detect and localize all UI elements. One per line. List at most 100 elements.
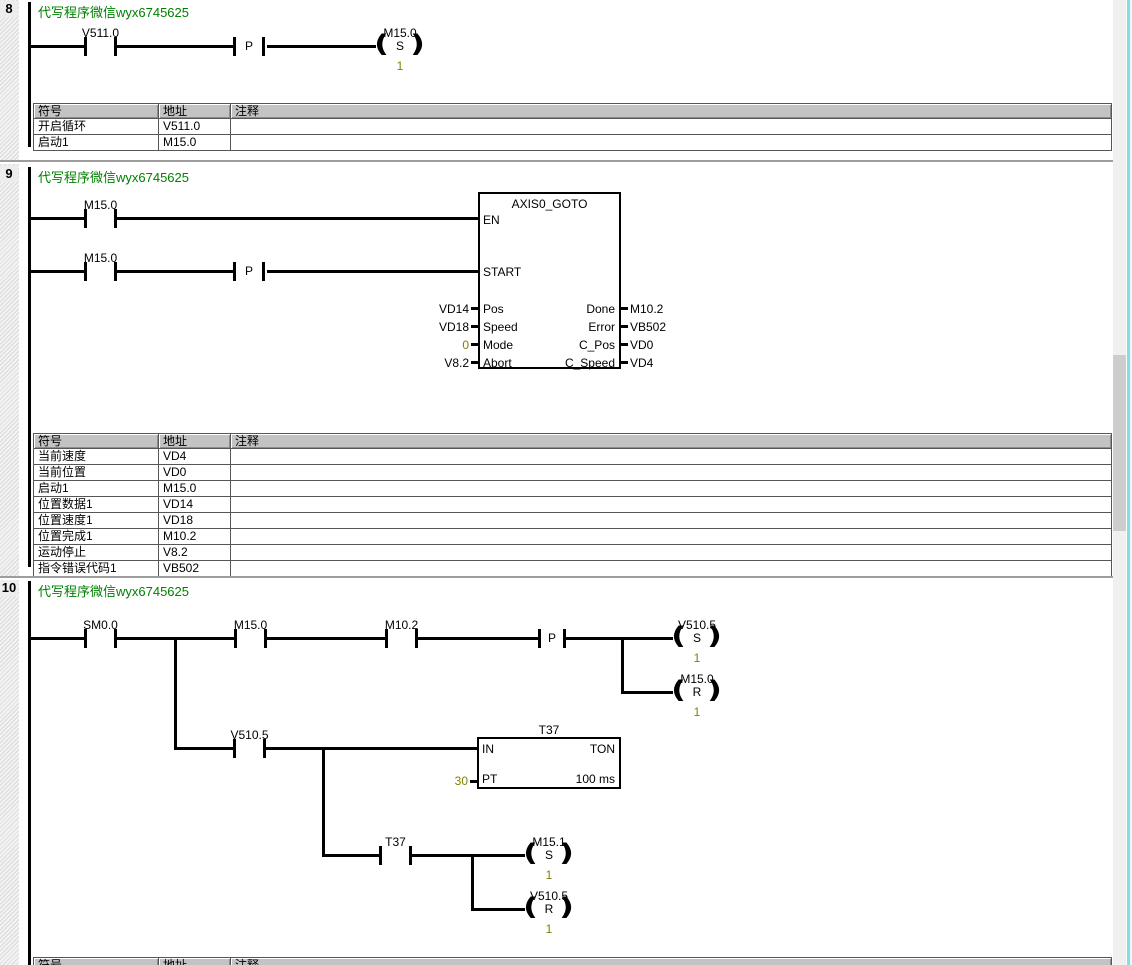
positive-edge-contact[interactable]: P xyxy=(233,26,265,72)
address-cell[interactable]: M10.2 xyxy=(159,529,231,544)
address-cell[interactable]: V511.0 xyxy=(159,119,231,134)
block-output-value[interactable]: VD0 xyxy=(630,338,654,352)
header-cell[interactable]: 地址 xyxy=(159,434,231,448)
coil-operand: V510.5 xyxy=(677,618,717,632)
no-contact[interactable]: M15.0 xyxy=(84,251,117,297)
comment-cell[interactable] xyxy=(231,481,1111,496)
network-number[interactable]: 9 xyxy=(0,166,18,182)
block-input-value[interactable]: V8.2 xyxy=(444,356,469,370)
timer-pt-value[interactable]: 30 xyxy=(454,774,468,788)
symbol-cell[interactable]: 位置数据1 xyxy=(34,497,159,512)
comment-cell[interactable] xyxy=(231,497,1111,512)
symbol-cell[interactable]: 启动1 xyxy=(34,135,159,150)
wire xyxy=(325,854,379,857)
address-cell[interactable]: VD0 xyxy=(159,465,231,480)
table-row: 位置速度1 VD18 xyxy=(34,512,1111,528)
header-cell[interactable]: 符号 xyxy=(34,434,159,448)
edge-letter: P xyxy=(244,39,253,53)
network-title[interactable]: 代写程序微信wyx6745625 xyxy=(38,5,189,20)
set-coil[interactable]: V510.5 ( ) S 1 xyxy=(671,618,722,670)
no-contact[interactable]: V511.0 xyxy=(81,26,120,72)
comment-cell[interactable] xyxy=(231,513,1111,528)
address-cell[interactable]: M15.0 xyxy=(159,135,231,150)
symbol-cell[interactable]: 当前速度 xyxy=(34,449,159,464)
timer-pin-pt: PT xyxy=(482,772,498,786)
comment-cell[interactable] xyxy=(231,529,1111,544)
ton-timer-block[interactable]: IN TON PT 100 ms xyxy=(477,737,621,789)
comment-cell[interactable] xyxy=(231,449,1111,464)
coil-left-arc: ( xyxy=(671,622,686,650)
set-coil[interactable]: M15.1 ( ) S 1 xyxy=(523,835,574,887)
block-input-value[interactable]: VD14 xyxy=(438,302,469,316)
coil-left-arc: ( xyxy=(523,839,538,867)
comment-cell[interactable] xyxy=(231,119,1111,134)
symbol-cell[interactable]: 当前位置 xyxy=(34,465,159,480)
vertical-scrollbar-thumb[interactable] xyxy=(1113,355,1126,531)
block-pin-cspeed: C_Speed xyxy=(564,356,615,370)
coil-left-arc: ( xyxy=(671,676,686,704)
table-row: 启动1 M15.0 xyxy=(34,134,1111,150)
block-input-value[interactable]: VD18 xyxy=(438,320,469,334)
no-contact[interactable]: M10.2 xyxy=(385,618,418,664)
comment-cell[interactable] xyxy=(231,561,1111,576)
header-cell[interactable]: 注释 xyxy=(231,104,1111,118)
address-cell[interactable]: VD18 xyxy=(159,513,231,528)
header-cell[interactable]: 符号 xyxy=(34,104,159,118)
header-cell[interactable]: 注释 xyxy=(231,434,1111,448)
timer-pin-in: IN xyxy=(482,742,494,756)
comment-cell[interactable] xyxy=(231,465,1111,480)
symbol-cell[interactable]: 运动停止 xyxy=(34,545,159,560)
coil-right-arc: ) xyxy=(707,676,722,704)
header-cell[interactable]: 符号 xyxy=(34,958,159,965)
header-cell[interactable]: 地址 xyxy=(159,104,231,118)
coil-function: R xyxy=(544,902,554,916)
block-input-constant[interactable]: 0 xyxy=(462,338,469,352)
network-number[interactable]: 10 xyxy=(0,580,18,596)
no-contact[interactable]: SM0.0 xyxy=(83,618,118,664)
set-coil[interactable]: M15.0 ( ) S 1 xyxy=(374,26,425,78)
symbol-cell[interactable]: 位置完成1 xyxy=(34,529,159,544)
wire xyxy=(471,307,478,310)
contact-operand: V511.0 xyxy=(81,26,120,40)
no-contact[interactable]: T37 xyxy=(379,835,412,881)
network-title[interactable]: 代写程序微信wyx6745625 xyxy=(38,584,189,599)
header-cell[interactable]: 注释 xyxy=(231,958,1111,965)
comment-cell[interactable] xyxy=(231,135,1111,150)
no-contact[interactable]: M15.0 xyxy=(84,198,117,244)
wire xyxy=(621,640,624,694)
positive-edge-contact[interactable]: P xyxy=(233,251,265,297)
wire xyxy=(177,747,233,750)
contact-bar xyxy=(233,739,236,758)
symbol-cell[interactable]: 指令错误代码1 xyxy=(34,561,159,576)
address-cell[interactable]: M15.0 xyxy=(159,481,231,496)
coil-operand: M15.0 xyxy=(680,672,714,686)
coil-right-arc: ) xyxy=(559,839,574,867)
table-row: 开启循环 V511.0 xyxy=(34,118,1111,134)
block-output-value[interactable]: M10.2 xyxy=(630,302,664,316)
contact-bar xyxy=(385,629,388,648)
coil-right-arc: ) xyxy=(410,30,425,58)
header-cell[interactable]: 地址 xyxy=(159,958,231,965)
positive-edge-contact[interactable]: P xyxy=(538,618,566,664)
wire xyxy=(412,854,525,857)
contact-operand: M15.0 xyxy=(83,198,118,212)
network-number[interactable]: 8 xyxy=(0,1,18,17)
comment-cell[interactable] xyxy=(231,545,1111,560)
network-title[interactable]: 代写程序微信wyx6745625 xyxy=(38,170,189,185)
axis0-goto-block[interactable]: AXIS0_GOTO EN START Pos Speed Mode Abort… xyxy=(478,192,621,370)
address-cell[interactable]: VB502 xyxy=(159,561,231,576)
reset-coil[interactable]: M15.0 ( ) R 1 xyxy=(671,672,722,724)
address-cell[interactable]: VD14 xyxy=(159,497,231,512)
address-cell[interactable]: V8.2 xyxy=(159,545,231,560)
no-contact[interactable]: V510.5 xyxy=(230,728,269,774)
symbol-cell[interactable]: 开启循环 xyxy=(34,119,159,134)
block-output-value[interactable]: VD4 xyxy=(630,356,654,370)
symbol-cell[interactable]: 位置速度1 xyxy=(34,513,159,528)
address-cell[interactable]: VD4 xyxy=(159,449,231,464)
coil-operand: M15.1 xyxy=(532,835,566,849)
reset-coil[interactable]: V510.5 ( ) R 1 xyxy=(523,889,574,941)
no-contact[interactable]: M15.0 xyxy=(234,618,267,664)
block-output-value[interactable]: VB502 xyxy=(630,320,667,334)
table-row: 当前速度 VD4 xyxy=(34,448,1111,464)
symbol-cell[interactable]: 启动1 xyxy=(34,481,159,496)
